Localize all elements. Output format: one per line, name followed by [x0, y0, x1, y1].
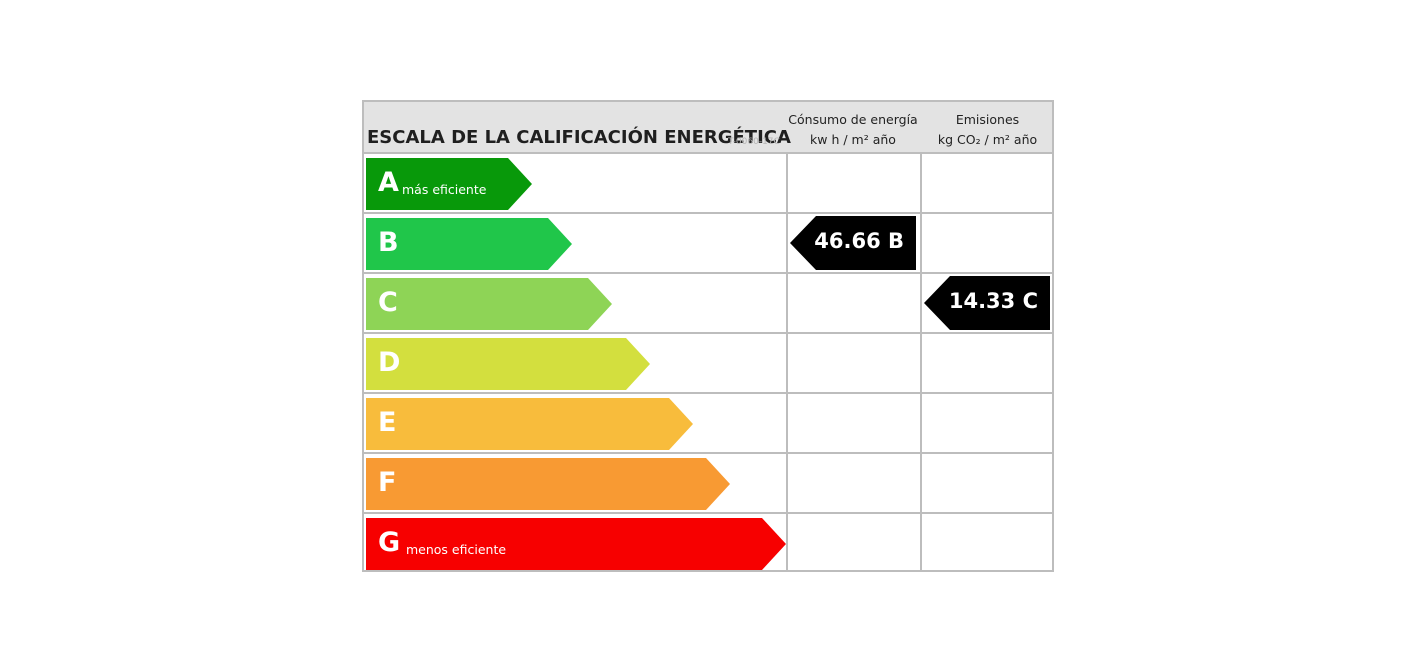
chart-code: T-0060-17C: [728, 137, 780, 147]
rating-letter-a: A: [378, 167, 399, 198]
rating-row-b: B 46.66 B: [364, 214, 1052, 274]
rating-bar-f: F: [366, 458, 730, 510]
rating-bar-d: D: [366, 338, 650, 390]
chart-title: ESCALA DE LA CALIFICACIÓN ENERGÉTICA: [367, 127, 791, 148]
rating-row-e: E: [364, 394, 1052, 454]
emissions-column-title: Emisiones: [955, 112, 1020, 127]
rating-note-g: menos eficiente: [406, 542, 507, 557]
rating-letter-c: C: [378, 287, 398, 318]
rating-row-f: F: [364, 454, 1052, 514]
rating-letter-g: G: [378, 527, 401, 558]
energy-rating-chart: ESCALA DE LA CALIFICACIÓN ENERGÉTICA T-0…: [362, 100, 1054, 572]
emissions-column-header: Emisiones kg CO₂ / m² año: [921, 110, 1054, 150]
rating-bar-c: C: [366, 278, 612, 330]
rating-row-d: D: [364, 334, 1052, 394]
column-divider-emissions: [920, 154, 922, 570]
rating-row-c: C 14.33 C: [364, 274, 1052, 334]
rating-bar-b: B: [366, 218, 572, 270]
rating-marker-label-1: 14.33 C: [948, 289, 1038, 313]
rating-arrow-g: [366, 518, 786, 570]
rating-letter-d: D: [378, 347, 401, 378]
rating-letter-b: B: [378, 227, 399, 258]
emissions-column-unit: kg CO₂ / m² año: [937, 132, 1038, 147]
energy-column-title: Cónsumo de energía: [788, 112, 918, 127]
rating-letter-f: F: [378, 467, 397, 498]
rating-arrow-f: [366, 458, 730, 510]
rating-marker-arrow-1: [924, 276, 1050, 330]
energy-column-header: Cónsumo de energía kw h / m² año: [787, 110, 919, 150]
chart-header: ESCALA DE LA CALIFICACIÓN ENERGÉTICA T-0…: [364, 102, 1052, 154]
column-divider-energy: [786, 154, 788, 570]
rating-arrow-e: [366, 398, 693, 450]
rating-arrow-b: [366, 218, 572, 270]
rating-marker-0: 46.66 B: [790, 216, 916, 270]
rating-arrow-c: [366, 278, 612, 330]
rating-note-a: más eficiente: [402, 182, 487, 197]
rating-letter-e: E: [378, 407, 397, 438]
rating-bar-e: E: [366, 398, 693, 450]
rating-marker-label-0: 46.66 B: [814, 229, 904, 253]
rating-arrow-a: [366, 158, 532, 210]
energy-column-unit: kw h / m² año: [810, 132, 896, 147]
rating-arrow-d: [366, 338, 650, 390]
rating-marker-arrow-0: [790, 216, 916, 270]
rating-marker-1: 14.33 C: [924, 276, 1050, 330]
